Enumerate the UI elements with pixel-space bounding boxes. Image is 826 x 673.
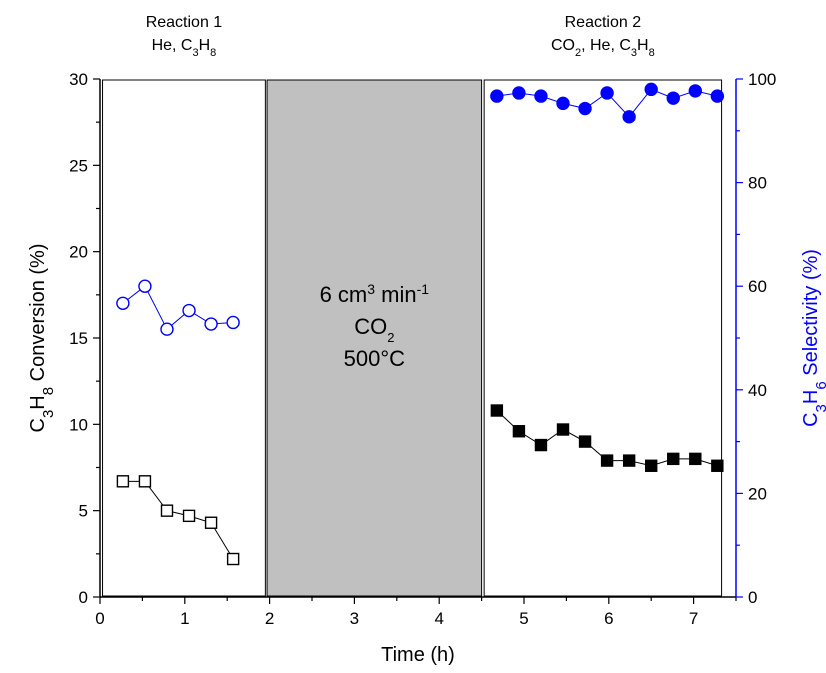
panel-2 xyxy=(266,79,483,597)
left-tick-label: 25 xyxy=(69,156,88,175)
x-tick-label: 5 xyxy=(519,609,528,628)
x-tick-label: 7 xyxy=(689,609,698,628)
x-tick-label: 0 xyxy=(95,609,104,628)
series-4-point xyxy=(512,86,526,100)
series-4-point xyxy=(534,89,548,103)
series-4-point xyxy=(578,101,592,116)
right-axis-title: C3H6 Selectivity (%) xyxy=(800,249,826,427)
panel-1-title: Reaction 1 xyxy=(146,14,223,31)
series-3-point xyxy=(534,438,548,452)
x-tick-label: 4 xyxy=(434,609,443,628)
series-4-point xyxy=(644,82,658,97)
series-1-point xyxy=(204,516,218,529)
left-tick-label: 10 xyxy=(69,415,88,434)
series-3-point xyxy=(689,452,702,466)
left-tick-label: 20 xyxy=(69,243,88,262)
left-tick-label: 15 xyxy=(69,329,88,348)
panel-backgrounds xyxy=(102,79,723,597)
series-layer xyxy=(116,82,725,566)
series-2-point xyxy=(138,279,152,293)
series-2-point xyxy=(160,322,174,336)
right-tick-label: 20 xyxy=(748,484,767,503)
panel-3 xyxy=(483,79,723,597)
axis-titles: Time (h) C3H8 Conversion (%) C3H6 Selectiv… xyxy=(27,244,826,666)
series-3-point xyxy=(556,423,570,436)
x-axis-title: Time (h) xyxy=(381,644,455,666)
series-3-point xyxy=(645,459,658,472)
panel-1-gases: He, C3H8 xyxy=(152,37,217,59)
series-3-point xyxy=(600,454,614,467)
series-4-point xyxy=(490,89,504,103)
panel-3-title: Reaction 2 xyxy=(565,14,642,31)
series-3-point xyxy=(578,435,592,448)
right-tick-label: 60 xyxy=(748,277,767,296)
left-tick-label: 5 xyxy=(79,502,88,521)
series-1-point xyxy=(160,504,174,517)
x-tick-label: 1 xyxy=(180,609,189,628)
panel-3-gases: CO2, He, C3H8 xyxy=(551,37,655,59)
left-tick-label: 30 xyxy=(69,70,88,89)
series-3-point xyxy=(490,404,504,417)
series-1-point xyxy=(182,509,196,523)
left-axis-title: C3H8 Conversion (%) xyxy=(27,244,57,433)
purge-flow-label: 6 cm3 min-1 xyxy=(320,281,430,307)
series-3-point xyxy=(622,454,636,467)
right-tick-label: 40 xyxy=(748,381,767,400)
x-tick-label: 2 xyxy=(265,609,274,628)
series-3-point xyxy=(512,425,526,438)
series-1-point xyxy=(116,475,130,488)
series-4-point xyxy=(688,84,702,98)
series-2-point xyxy=(116,296,130,310)
series-2-point xyxy=(226,315,240,330)
left-tick-label: 0 xyxy=(79,588,88,607)
axes: 0 1 2 3 4 5 6 7 0 5 10 15 20 25 30 0 20 40 60 80 100 xyxy=(69,70,776,628)
series-4-point xyxy=(666,91,680,105)
series-4-point xyxy=(600,86,614,100)
series-4-point xyxy=(622,110,636,124)
series-4-point xyxy=(556,96,570,111)
right-tick-label: 100 xyxy=(748,70,776,89)
series-2-point xyxy=(182,303,196,318)
series-3-point xyxy=(711,459,724,472)
right-tick-label: 80 xyxy=(748,174,767,193)
series-1-point xyxy=(138,475,152,488)
series-4-point xyxy=(710,89,725,103)
purge-temperature-label: 500°C xyxy=(344,346,406,371)
series-3-point xyxy=(667,452,680,466)
purge-gas-label: CO2 xyxy=(354,314,394,345)
x-tick-label: 6 xyxy=(604,609,613,628)
right-tick-label: 0 xyxy=(748,588,757,607)
series-2-point xyxy=(204,317,218,331)
x-tick-label: 3 xyxy=(350,609,359,628)
series-1-point xyxy=(226,552,240,566)
